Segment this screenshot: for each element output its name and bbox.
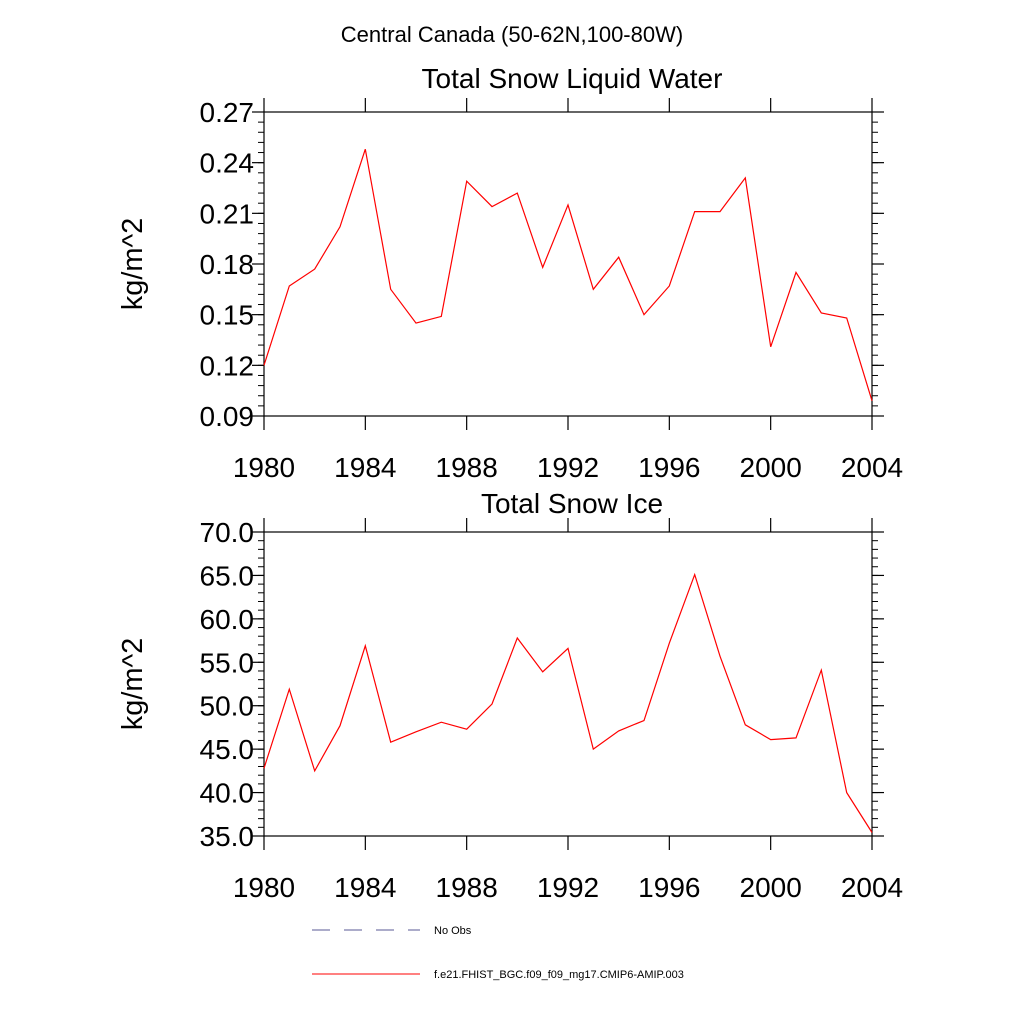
- y-tick-label: 0.12: [200, 350, 255, 381]
- y-tick-label: 65.0: [200, 560, 255, 591]
- y-tick-label: 0.15: [200, 300, 255, 331]
- x-tick-label: 1996: [638, 452, 700, 483]
- series-line-1: [263, 572, 873, 833]
- x-tick-label: 1992: [537, 872, 599, 903]
- y-tick-label: 35.0: [200, 821, 255, 852]
- y-tick-label: 60.0: [200, 604, 255, 635]
- x-tick-label: 1996: [638, 872, 700, 903]
- y-tick-label: 55.0: [200, 647, 255, 678]
- y-tick-label: 0.24: [200, 148, 255, 179]
- series-line-1: [263, 149, 873, 401]
- x-tick-label: 2000: [740, 872, 802, 903]
- legend: No Obs f.e21.FHIST_BGC.f09_f09_mg17.CMIP6…: [312, 925, 684, 981]
- y-tick-label: 40.0: [200, 778, 255, 809]
- chart-title: Total Snow Ice: [481, 488, 663, 519]
- y-axis-label: kg/m^2: [117, 218, 149, 311]
- x-tick-label: 1988: [436, 872, 498, 903]
- x-tick-label: 2004: [841, 452, 903, 483]
- chart-title: Total Snow Liquid Water: [422, 63, 723, 94]
- plot-frame: [263, 531, 873, 837]
- x-tick-label: 1988: [436, 452, 498, 483]
- legend-label-2: f.e21.FHIST_BGC.f09_f09_mg17.CMIP6-AMIP.…: [434, 969, 684, 981]
- y-tick-label: 70.0: [200, 517, 255, 548]
- y-axis-label: kg/m^2: [117, 638, 149, 731]
- x-tick-label: 2004: [841, 872, 903, 903]
- figure-title: Central Canada (50-62N,100-80W): [341, 22, 683, 47]
- x-tick-label: 1980: [233, 452, 295, 483]
- x-tick-label: 1992: [537, 452, 599, 483]
- chart-panel-2: Total Snow Ice 35.0 40.0 45.0 50.0 55.0 60.0 65…: [117, 488, 903, 903]
- x-tick-label: 1980: [233, 872, 295, 903]
- x-tick-label: 2000: [740, 452, 802, 483]
- y-tick-label: 0.27: [200, 97, 255, 128]
- y-tick-label: 0.21: [200, 198, 255, 229]
- plot-frame: [263, 111, 873, 417]
- legend-label-1: No Obs: [434, 925, 472, 937]
- x-tick-label: 1984: [334, 872, 396, 903]
- chart-panel-1: Total Snow Liquid Water 0.09 0.12 0.15 0.18 0…: [117, 63, 903, 483]
- y-tick-label: 0.18: [200, 249, 255, 280]
- chart-panels: Total Snow Liquid Water 0.09 0.12 0.15 0.18 0…: [117, 63, 903, 903]
- y-tick-label: 50.0: [200, 691, 255, 722]
- x-tick-label: 1984: [334, 452, 396, 483]
- y-tick-label: 0.09: [200, 401, 255, 432]
- y-tick-label: 45.0: [200, 734, 255, 765]
